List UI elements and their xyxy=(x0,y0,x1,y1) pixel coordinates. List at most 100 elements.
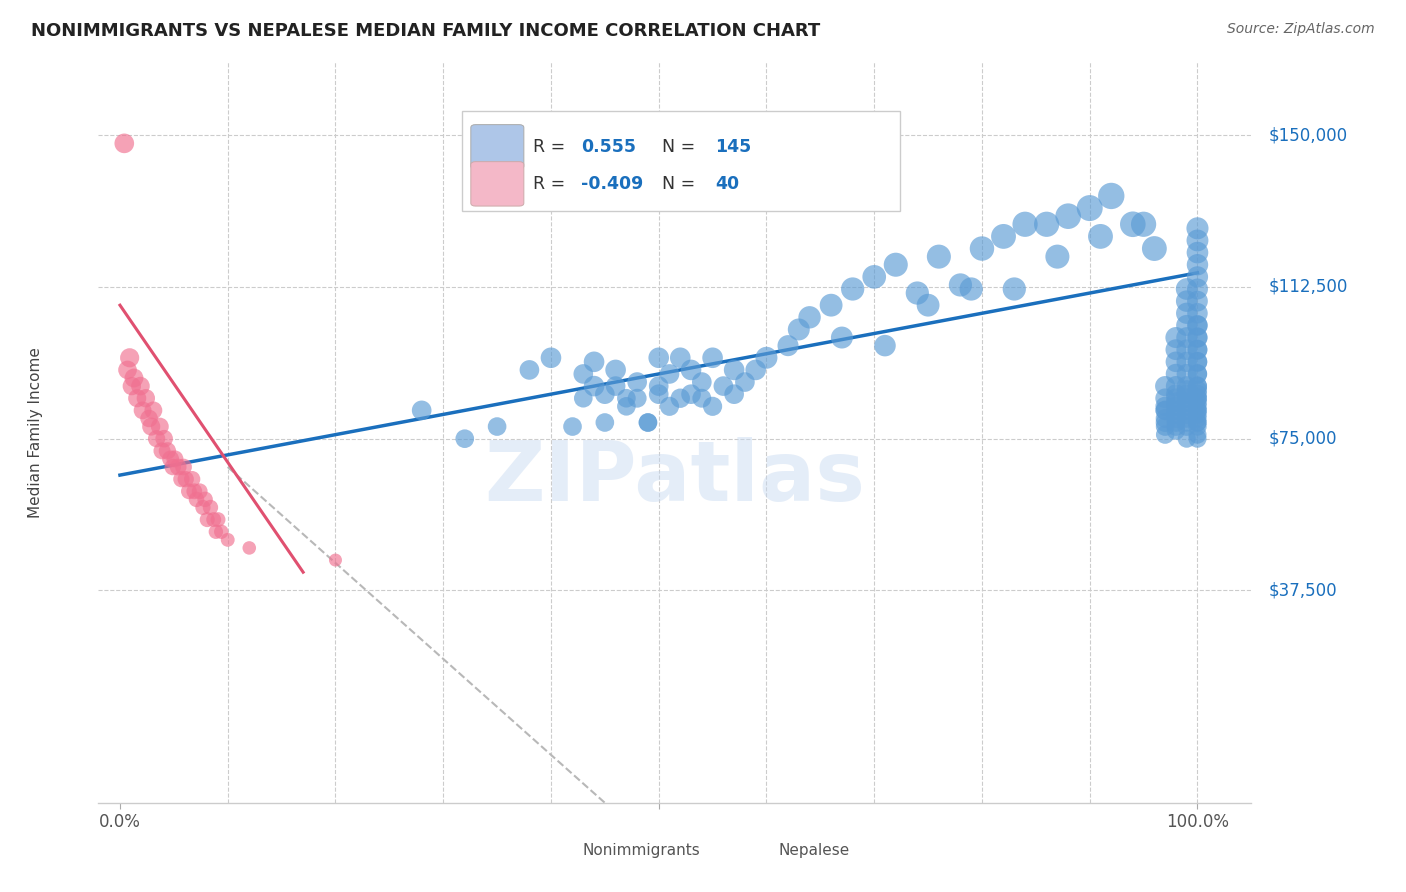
Point xyxy=(141,419,163,434)
Text: 0.555: 0.555 xyxy=(582,138,637,156)
Point xyxy=(135,391,157,405)
Point xyxy=(1187,416,1209,430)
Point xyxy=(1187,387,1209,401)
Point xyxy=(787,322,810,336)
Point xyxy=(572,367,595,381)
Point xyxy=(1175,395,1198,409)
Point xyxy=(1187,318,1209,333)
Point xyxy=(1154,403,1177,417)
Point xyxy=(1187,383,1209,397)
Point xyxy=(1175,294,1198,309)
Point xyxy=(1175,379,1198,393)
Point xyxy=(928,250,950,264)
Point xyxy=(1187,330,1209,344)
Text: NONIMMIGRANTS VS NEPALESE MEDIAN FAMILY INCOME CORRELATION CHART: NONIMMIGRANTS VS NEPALESE MEDIAN FAMILY … xyxy=(31,22,820,40)
Point xyxy=(1175,282,1198,296)
Point xyxy=(129,379,152,393)
Text: -0.409: -0.409 xyxy=(582,175,644,193)
Point xyxy=(1175,408,1198,422)
Point xyxy=(153,432,176,446)
Point xyxy=(679,387,702,401)
Point xyxy=(723,387,745,401)
Point xyxy=(993,229,1015,244)
Point xyxy=(1164,419,1187,434)
Point xyxy=(831,330,853,344)
Point xyxy=(1132,217,1154,231)
Point xyxy=(1154,379,1177,393)
Point xyxy=(1035,217,1057,231)
Text: N =: N = xyxy=(662,175,702,193)
Point xyxy=(1175,387,1198,401)
Point xyxy=(1175,391,1198,405)
Point xyxy=(949,277,972,292)
Point xyxy=(1164,416,1187,430)
Point xyxy=(1187,367,1209,381)
Text: N =: N = xyxy=(662,138,702,156)
Point xyxy=(690,375,713,389)
Point xyxy=(658,400,681,414)
Point xyxy=(637,416,659,430)
Point xyxy=(1175,330,1198,344)
Point xyxy=(118,351,141,365)
Point xyxy=(1090,229,1112,244)
Point xyxy=(1187,379,1209,393)
Point xyxy=(145,432,167,446)
Point xyxy=(1154,403,1177,417)
Point xyxy=(917,298,939,312)
Point xyxy=(127,391,149,405)
Point xyxy=(561,419,583,434)
Point xyxy=(572,391,595,405)
Text: $112,500: $112,500 xyxy=(1268,278,1348,296)
FancyBboxPatch shape xyxy=(471,161,524,206)
Point xyxy=(1187,318,1209,333)
Point xyxy=(117,363,139,377)
Point xyxy=(616,391,638,405)
Point xyxy=(1187,400,1209,414)
Point xyxy=(195,513,218,527)
Point xyxy=(1164,391,1187,405)
Point xyxy=(181,472,204,486)
FancyBboxPatch shape xyxy=(461,111,900,211)
Point xyxy=(873,338,896,352)
Point xyxy=(183,484,205,499)
Point xyxy=(191,500,214,515)
Point xyxy=(679,363,702,377)
Point xyxy=(1164,403,1187,417)
Point xyxy=(519,363,541,377)
Point xyxy=(1143,242,1166,256)
Point xyxy=(1164,387,1187,401)
Point xyxy=(648,379,671,393)
Point xyxy=(1187,258,1209,272)
Point xyxy=(723,363,745,377)
Point xyxy=(1154,391,1177,405)
Point xyxy=(207,513,229,527)
Point xyxy=(1187,234,1209,248)
Point xyxy=(163,451,186,466)
Point xyxy=(605,379,627,393)
Point xyxy=(138,411,160,425)
Point xyxy=(1078,201,1101,215)
Point xyxy=(820,298,842,312)
Point xyxy=(648,351,671,365)
Point xyxy=(1175,306,1198,320)
Point xyxy=(209,524,232,539)
Point xyxy=(1175,411,1198,425)
Point xyxy=(1187,294,1209,309)
Point xyxy=(1175,403,1198,417)
Point xyxy=(186,492,208,507)
Point xyxy=(1187,379,1209,393)
Point xyxy=(1187,367,1209,381)
Point xyxy=(702,400,724,414)
Point xyxy=(1175,383,1198,397)
Point xyxy=(626,391,648,405)
Text: Nonimmigrants: Nonimmigrants xyxy=(582,844,700,858)
Text: R =: R = xyxy=(533,175,571,193)
Point xyxy=(150,443,173,458)
Point xyxy=(1187,432,1209,446)
Point xyxy=(238,541,260,555)
Point xyxy=(411,403,433,417)
Point xyxy=(1164,367,1187,381)
Point xyxy=(970,242,993,256)
Point xyxy=(1187,419,1209,434)
Point xyxy=(1175,367,1198,381)
